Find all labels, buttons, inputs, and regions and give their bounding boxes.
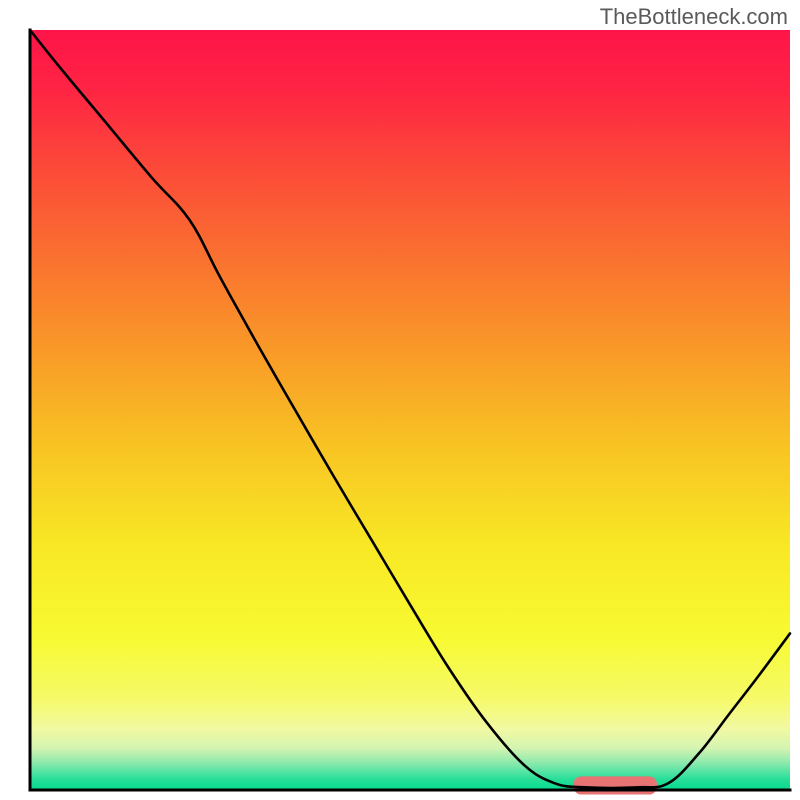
bottleneck-chart: [0, 0, 800, 800]
chart-wrapper: TheBottleneck.com: [0, 0, 800, 800]
optimal-marker: [573, 776, 657, 794]
gradient-background: [30, 30, 790, 790]
